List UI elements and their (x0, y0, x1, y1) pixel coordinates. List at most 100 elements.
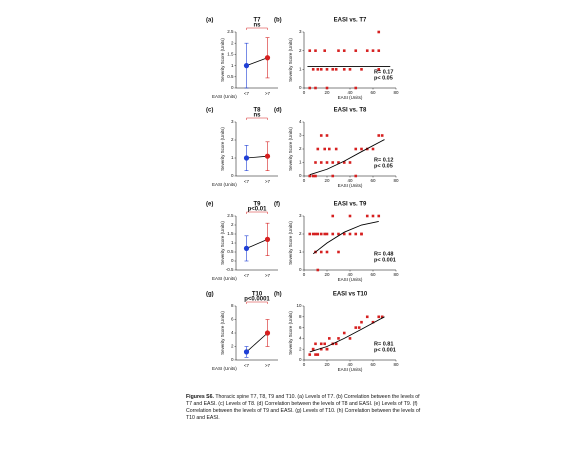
point (337, 232, 340, 236)
x-axis-label: EASI (Units) (338, 183, 363, 188)
point (314, 86, 317, 90)
point (371, 147, 375, 151)
fit-line (309, 316, 385, 353)
y-tick-label: 4 (299, 119, 302, 124)
mean-line (246, 239, 268, 249)
point (331, 232, 335, 236)
point (308, 86, 312, 90)
point (331, 214, 335, 218)
point (348, 161, 352, 164)
point (319, 342, 323, 346)
point (365, 315, 369, 319)
point (334, 342, 338, 346)
x-tick-label: >7 (265, 179, 271, 184)
x-tick-label: 60 (370, 272, 376, 277)
point (319, 250, 323, 254)
y-tick-label: 2.5 (227, 29, 234, 34)
stat-annotation: p< 0.001 (374, 347, 396, 353)
mean-dot (243, 155, 250, 161)
stat-annotation: R= 0.81 (374, 341, 393, 347)
y-tick-label: 2 (299, 146, 302, 151)
y-tick-label: 2 (231, 137, 234, 142)
panel-label: (c) (206, 108, 213, 114)
x-tick-label: 40 (347, 362, 353, 367)
point (316, 353, 320, 356)
charts: (a) T7 Severity Score (Units) 0 0.5 1 1.5 2 2.5 <… (206, 18, 399, 373)
bracket (246, 117, 268, 120)
y-tick-label: 3 (299, 213, 302, 218)
chart-title: EASI vs T10 (333, 292, 368, 298)
y-axis-label: Severity Score (Units) (220, 311, 225, 355)
point (354, 326, 358, 329)
point (319, 347, 323, 351)
point (325, 134, 329, 137)
panel-label: (e) (206, 202, 213, 208)
x-tick-label: >7 (265, 91, 271, 96)
significance: ns (253, 23, 261, 29)
point (325, 232, 329, 236)
y-tick-label: 0.5 (227, 74, 234, 79)
point (331, 174, 335, 178)
point (311, 68, 315, 71)
x-tick-label: 80 (393, 90, 399, 95)
point (377, 134, 381, 137)
y-tick-label: 3 (231, 119, 234, 124)
y-axis-label: Severity Score (Units) (288, 311, 293, 355)
mean-dot (264, 55, 271, 61)
point (365, 214, 369, 218)
mean-dot (243, 349, 250, 355)
mean-dot (264, 330, 271, 336)
x-tick-label: 20 (324, 272, 330, 277)
y-tick-label: 2.5 (227, 213, 234, 218)
point (354, 147, 358, 151)
x-tick-label: 0 (303, 272, 306, 277)
y-tick-label: 10 (296, 303, 302, 308)
x-tick-label: 20 (324, 178, 330, 183)
point (337, 49, 340, 52)
point (337, 250, 340, 254)
point (371, 214, 375, 218)
panel-label: (b) (274, 18, 282, 24)
point (311, 347, 315, 351)
y-tick-label: 1 (231, 155, 234, 160)
chart-title: EASI vs. T9 (334, 202, 367, 208)
x-tick-label: >7 (265, 363, 271, 368)
point (357, 326, 361, 329)
x-tick-label: 80 (393, 362, 399, 367)
y-tick-label: 2 (231, 40, 234, 45)
y-tick-label: 2 (231, 344, 234, 349)
mean-dot (264, 153, 271, 159)
point (337, 337, 340, 340)
y-tick-label: 3 (299, 133, 302, 138)
point (334, 68, 338, 71)
point (314, 174, 317, 178)
point (334, 147, 338, 151)
x-tick-label: 60 (370, 362, 376, 367)
point (360, 68, 363, 71)
panel-label: (g) (206, 292, 214, 298)
x-tick-label: 0 (303, 362, 306, 367)
point (316, 68, 320, 71)
x-axis-label: EASI (Units) (212, 366, 237, 371)
point (325, 347, 329, 351)
x-axis-label: EASI (Units) (338, 277, 363, 282)
point (323, 49, 326, 52)
point (371, 49, 375, 52)
y-tick-label: 2 (231, 222, 234, 227)
point (377, 315, 381, 319)
point (319, 68, 323, 71)
y-tick-label: 2 (299, 48, 302, 53)
point (308, 174, 312, 178)
point (377, 49, 381, 52)
point (323, 232, 326, 236)
y-tick-label: 1 (231, 63, 234, 68)
stat-annotation: p< 0.05 (374, 75, 393, 81)
y-tick-label: -0.5 (226, 267, 234, 272)
point (316, 268, 320, 272)
y-tick-label: 0 (231, 357, 234, 362)
point (342, 331, 346, 335)
y-tick-label: 0.5 (227, 249, 234, 254)
x-tick-label: 0 (303, 178, 306, 183)
x-tick-label: <7 (244, 273, 250, 278)
y-tick-label: 0 (231, 85, 234, 90)
